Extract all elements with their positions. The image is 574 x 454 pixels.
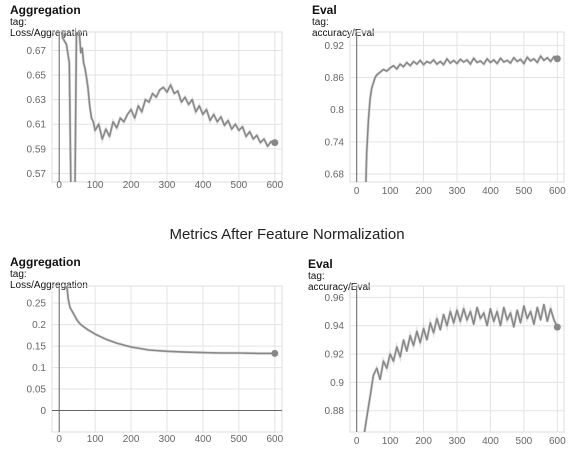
y-tick-label: 0.94 — [325, 321, 345, 332]
series-end-point — [553, 323, 561, 331]
x-tick-label: 0 — [354, 186, 360, 197]
chart-tag: tag: Loss/Aggregation — [10, 269, 88, 291]
chart-tag: tag: Loss/Aggregation — [10, 17, 88, 39]
chart-title: Eval — [308, 257, 333, 271]
y-tick-label: 0.86 — [325, 73, 345, 84]
series-line — [61, 32, 276, 182]
y-tick-label: 0.25 — [27, 299, 47, 310]
series-line — [66, 286, 275, 355]
series-line — [363, 303, 559, 432]
y-tick-label: 0.15 — [27, 342, 47, 353]
series-raw-band — [362, 303, 559, 432]
x-tick-label: 400 — [482, 436, 499, 447]
x-tick-label: 100 — [87, 180, 104, 191]
y-tick-label: 0.1 — [32, 363, 46, 374]
y-tick-label: 0.59 — [27, 144, 47, 155]
y-tick-label: 0.96 — [325, 293, 345, 304]
x-tick-label: 500 — [231, 434, 248, 445]
section-title: Metrics After Feature Normalization — [169, 226, 405, 243]
x-tick-label: 100 — [87, 434, 104, 445]
x-tick-label: 500 — [516, 186, 533, 197]
x-tick-label: 600 — [549, 436, 566, 447]
x-tick-label: 200 — [415, 436, 432, 447]
chart-4: 0 100 200 300 400 500 600 0.88 0.9 0.92 0.94 0.96 — [325, 285, 566, 447]
x-tick-label: 300 — [159, 180, 176, 191]
chart-title: Aggregation — [10, 3, 81, 17]
chart-1: 0 100 200 300 400 500 600 0.57 0.59 0.61 0.63 0.65 0… — [27, 31, 284, 191]
chart-3: 0 100 200 300 400 500 600 0 0.05 0.1 0.15 0.2 0.25 — [27, 285, 284, 445]
y-tick-label: 0.88 — [325, 406, 345, 417]
chart-tag: tag: accuracy/Eval — [308, 271, 371, 293]
y-tick-label: 0.57 — [27, 169, 47, 180]
x-tick-label: 600 — [266, 434, 283, 445]
x-tick-label: 0 — [56, 180, 62, 191]
series-raw-band — [65, 286, 275, 355]
x-tick-label: 400 — [195, 180, 212, 191]
series-end-point — [553, 55, 561, 63]
series-end-point — [271, 349, 279, 357]
x-tick-label: 100 — [382, 436, 399, 447]
series-line — [365, 55, 558, 182]
x-tick-label: 0 — [354, 436, 360, 447]
x-tick-label: 600 — [266, 180, 283, 191]
y-tick-label: 0.92 — [325, 41, 345, 52]
x-tick-label: 0 — [56, 434, 62, 445]
chart-title: Aggregation — [10, 255, 81, 269]
x-tick-label: 500 — [516, 436, 533, 447]
chart-title: Eval — [312, 3, 337, 17]
x-tick-label: 500 — [231, 180, 248, 191]
y-tick-label: 0.67 — [27, 46, 47, 57]
y-tick-label: 0.9 — [330, 378, 344, 389]
y-tick-label: 0 — [40, 406, 46, 417]
y-tick-label: 0.61 — [27, 120, 47, 131]
x-tick-label: 200 — [415, 186, 432, 197]
x-tick-label: 400 — [195, 434, 212, 445]
y-tick-label: 0.65 — [27, 71, 47, 82]
x-tick-label: 200 — [123, 180, 140, 191]
x-tick-label: 400 — [482, 186, 499, 197]
x-tick-label: 300 — [449, 436, 466, 447]
x-tick-label: 300 — [159, 434, 176, 445]
y-tick-label: 0.74 — [325, 137, 345, 148]
x-tick-label: 100 — [382, 186, 399, 197]
y-tick-label: 0.2 — [32, 320, 46, 331]
y-tick-label: 0.8 — [330, 105, 344, 116]
chart-tag: tag: accuracy/Eval — [312, 17, 375, 39]
series-end-point — [271, 139, 279, 147]
y-tick-label: 0.63 — [27, 95, 47, 106]
x-tick-label: 300 — [449, 186, 466, 197]
chart-2: 0 100 200 300 400 500 600 0.68 0.74 0.8 0.86 0.92 — [325, 31, 566, 197]
y-tick-label: 0.68 — [325, 169, 345, 180]
y-tick-label: 0.92 — [325, 350, 345, 361]
x-tick-label: 600 — [549, 186, 566, 197]
y-tick-label: 0.05 — [27, 385, 47, 396]
x-tick-label: 200 — [123, 434, 140, 445]
